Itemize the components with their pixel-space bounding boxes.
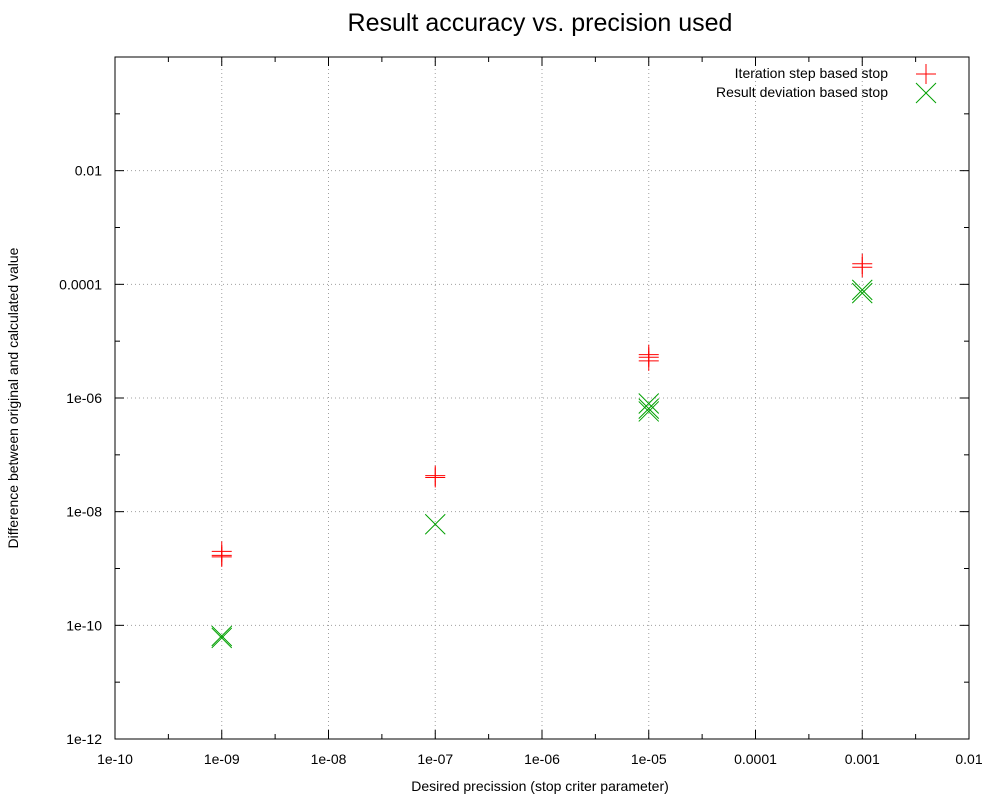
y-axis-label: Difference between original and calculat… bbox=[5, 247, 21, 548]
y-tick-label: 0.0001 bbox=[59, 276, 102, 292]
data-point-cross bbox=[424, 513, 446, 535]
data-point-plus bbox=[638, 350, 659, 371]
chart-title: Result accuracy vs. precision used bbox=[348, 9, 733, 37]
x-tick-label: 1e-05 bbox=[631, 751, 667, 767]
y-tick-label: 1e-12 bbox=[66, 731, 102, 747]
x-tick-label: 0.01 bbox=[955, 751, 982, 767]
x-tick-label: 1e-09 bbox=[204, 751, 240, 767]
legend: Iteration step based stop Result deviati… bbox=[716, 64, 937, 104]
x-tick-label: 1e-07 bbox=[417, 751, 453, 767]
legend-label-deviation: Result deviation based stop bbox=[716, 84, 888, 100]
data-point-cross bbox=[638, 401, 660, 422]
x-tick-label: 1e-06 bbox=[524, 751, 560, 767]
x-tick-labels: 1e-10 1e-09 1e-08 1e-07 1e-06 1e-05 0.0001 0.00… bbox=[97, 751, 983, 767]
x-tick-label: 1e-10 bbox=[97, 751, 133, 767]
data-point-plus bbox=[211, 546, 232, 567]
data-point-plus bbox=[852, 257, 873, 278]
data-point-cross bbox=[851, 279, 873, 301]
grid-lines bbox=[115, 57, 969, 739]
y-tick-label: 1e-10 bbox=[66, 617, 102, 633]
legend-cross-icon bbox=[915, 82, 937, 104]
data-point-cross bbox=[638, 398, 660, 419]
y-tick-label: 0.01 bbox=[75, 163, 102, 179]
x-tick-label: 0.0001 bbox=[734, 751, 777, 767]
data-point-cross bbox=[211, 627, 233, 649]
x-tick-label: 1e-08 bbox=[311, 751, 347, 767]
legend-plus-icon bbox=[916, 64, 936, 84]
y-tick-label: 1e-06 bbox=[66, 390, 102, 406]
legend-marker-deviation bbox=[915, 82, 937, 104]
plot-frame bbox=[114, 56, 970, 740]
data-point-cross bbox=[851, 282, 873, 304]
legend-marker-iteration bbox=[916, 64, 936, 84]
data-point-cross bbox=[638, 393, 660, 414]
data-point-cross bbox=[211, 625, 233, 647]
y-tick-label: 1e-08 bbox=[66, 504, 102, 520]
x-tick-label: 0.001 bbox=[845, 751, 880, 767]
y-tick-labels: 1e-12 1e-10 1e-08 1e-06 0.0001 0.01 bbox=[59, 163, 102, 747]
legend-label-iteration: Iteration step based stop bbox=[735, 65, 889, 81]
data-point-plus bbox=[425, 467, 446, 488]
x-axis-label: Desired precission (stop criter paramete… bbox=[411, 778, 669, 794]
data-points bbox=[211, 253, 873, 649]
